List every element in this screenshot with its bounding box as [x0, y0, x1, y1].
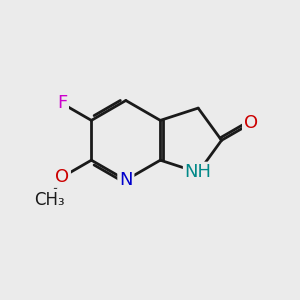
Text: F: F — [57, 94, 67, 112]
Text: N: N — [119, 171, 133, 189]
Text: O: O — [244, 114, 258, 132]
Text: O: O — [55, 168, 69, 186]
Text: CH₃: CH₃ — [34, 190, 64, 208]
Text: NH: NH — [185, 164, 212, 181]
